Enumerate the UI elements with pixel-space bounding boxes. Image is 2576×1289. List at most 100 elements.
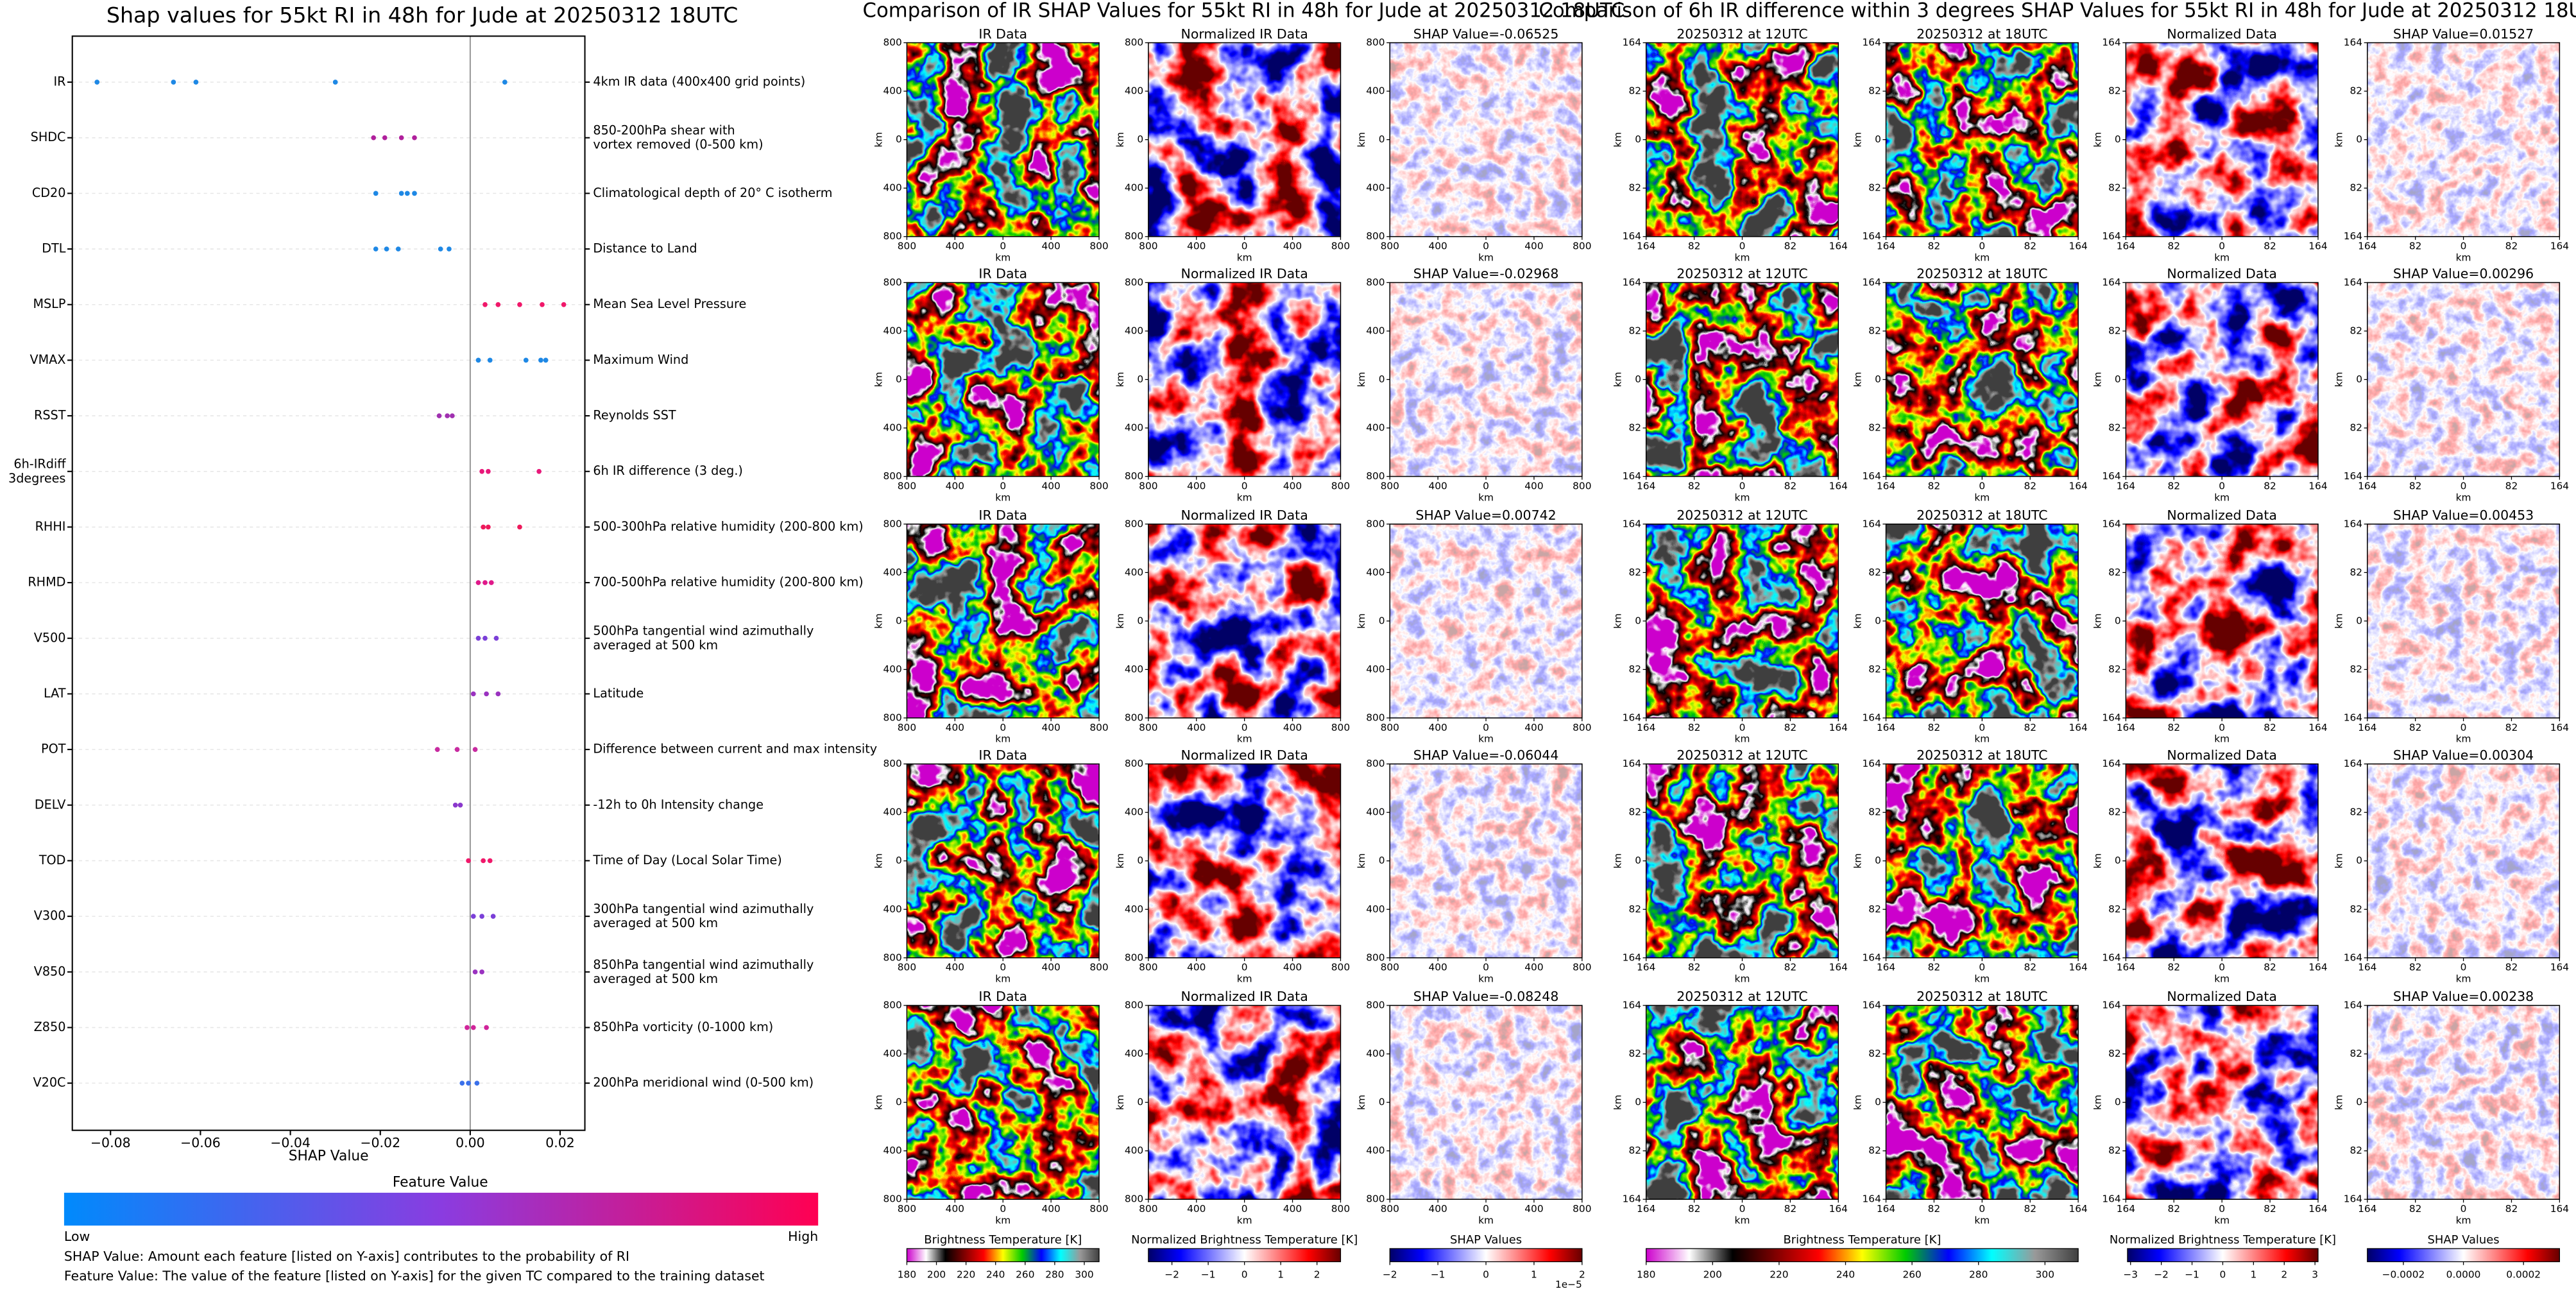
y-tick-label: 0 (2115, 615, 2121, 626)
y-tick-label: 800 (1366, 277, 1385, 288)
heatmap (2126, 764, 2318, 958)
x-tick-label: 82 (2024, 962, 2036, 973)
y-tick-label: 82 (2350, 85, 2363, 97)
x-tick-label: 800 (1573, 480, 1591, 491)
y-tick-label: 800 (1125, 712, 1143, 723)
y-tick-label: 164 (2102, 37, 2120, 48)
y-tick-label: 0 (1875, 133, 1881, 145)
point (502, 80, 508, 85)
x-tick-label: 800 (1381, 241, 1399, 252)
point (561, 302, 567, 307)
x-tick-label: 800 (898, 962, 916, 973)
x-tick-label: 82 (1688, 1203, 1701, 1215)
y-tick-label: 400 (883, 182, 901, 194)
chart-title: Shap values for 55kt RI in 48h for Jude … (107, 3, 738, 28)
colorbar-title: Normalized Brightness Temperature [K] (2110, 1233, 2336, 1247)
x-tick-label: 400 (1041, 1203, 1060, 1215)
x-tick-label: 800 (1089, 480, 1108, 491)
y-tick-label: 164 (1623, 230, 1641, 242)
point (484, 691, 489, 697)
x-axis-label: SHAP Value (289, 1148, 369, 1165)
y-tick-label: 0 (1137, 615, 1143, 626)
y-tick-label: POT (41, 742, 66, 756)
y-tick-label: 82 (2350, 807, 2363, 818)
point (171, 80, 176, 85)
y-axis-label: km (1356, 372, 1367, 388)
y-tick-label: 82 (1628, 1048, 1641, 1059)
y-tick-label: 0 (2115, 373, 2121, 385)
y-tick-label: 800 (883, 712, 901, 723)
y-tick-label: 82 (2350, 567, 2363, 578)
x-axis-label: km (995, 973, 1011, 985)
y-tick-label: 400 (1366, 422, 1385, 434)
x-tick-label: 400 (1283, 480, 1302, 491)
y-tick-label: 800 (883, 758, 901, 769)
point (434, 747, 440, 752)
point (466, 858, 471, 864)
y-tick-label: 164 (2102, 758, 2120, 769)
x-tick-label: 82 (2024, 1203, 2036, 1215)
x-tick-label: 164 (1877, 1203, 1895, 1215)
x-tick-label: 800 (1331, 722, 1350, 733)
x-axis-label: km (995, 733, 1011, 745)
x-tick-label: 0 (2219, 722, 2225, 733)
x-tick-label: 800 (1089, 241, 1108, 252)
x-tick-label: 0 (2461, 962, 2467, 973)
y-tick-label: 800 (1125, 37, 1143, 48)
feature-description: 850-200hPa shear with vortex removed (0-5… (593, 123, 763, 151)
x-tick-label: 0 (2461, 722, 2467, 733)
x-tick-label: 82 (2167, 1203, 2180, 1215)
y-tick-label: 400 (1125, 567, 1143, 578)
feature-description: 200hPa meridional wind (0-500 km) (593, 1075, 814, 1090)
x-tick-label: 400 (1524, 1203, 1543, 1215)
colorbar (906, 1248, 1100, 1263)
colorbar-tick-label: −2 (1164, 1268, 1179, 1280)
x-tick-label: 400 (1041, 722, 1060, 733)
colorbar-high: High (788, 1229, 818, 1244)
point (465, 1025, 470, 1030)
panel-title: Normalized Data (2167, 747, 2276, 763)
colorbar-tick-label: 2 (2281, 1268, 2287, 1280)
point (474, 1080, 480, 1086)
y-tick-label: 82 (2108, 903, 2121, 915)
y-tick-label: 800 (883, 952, 901, 963)
panel-title: Normalized IR Data (1181, 989, 1308, 1004)
y-axis-label: km (2333, 853, 2345, 869)
x-tick-label: 164 (1877, 722, 1895, 733)
x-tick-label: 164 (2550, 1203, 2569, 1215)
y-tick-label: 0 (2115, 855, 2121, 866)
x-tick-label: 0 (2219, 241, 2225, 252)
y-tick-label: 0 (2115, 1097, 2121, 1108)
x-tick-label: 0 (1000, 722, 1006, 733)
panel-title: Normalized Data (2167, 266, 2276, 282)
x-tick-label: 82 (1688, 962, 1701, 973)
panel-title: IR Data (978, 989, 1027, 1004)
point (479, 468, 484, 474)
x-tick-label: 400 (946, 962, 964, 973)
y-tick-label: 164 (2344, 470, 2362, 482)
panel-title: SHAP Value=0.00238 (2393, 989, 2534, 1004)
colorbar-low: Low (64, 1229, 90, 1244)
x-tick-label: 82 (1688, 480, 1701, 491)
point (452, 802, 458, 808)
heatmap (1886, 524, 2079, 718)
y-tick-label: 800 (883, 470, 901, 482)
y-axis-label: km (1114, 853, 1126, 869)
x-tick-label: 800 (1573, 241, 1591, 252)
x-tick-label: 82 (1784, 480, 1797, 491)
y-tick-label: 82 (1868, 85, 1881, 97)
x-tick-label: 400 (1187, 962, 1206, 973)
y-tick-label: 400 (883, 1048, 901, 1059)
x-tick-label: 164 (2308, 241, 2327, 252)
y-tick-label: TOD (38, 853, 66, 867)
x-tick-label: 400 (946, 241, 964, 252)
colorbar-tick-label: 240 (986, 1268, 1005, 1280)
x-tick-label: 400 (1187, 241, 1206, 252)
y-tick-label: 164 (1623, 1193, 1641, 1205)
point (479, 914, 484, 919)
x-tick-label: 400 (1428, 722, 1447, 733)
y-tick-label: 800 (1125, 277, 1143, 288)
point (475, 580, 481, 585)
panel-title: SHAP Value=0.00453 (2393, 508, 2534, 523)
point (472, 747, 478, 752)
